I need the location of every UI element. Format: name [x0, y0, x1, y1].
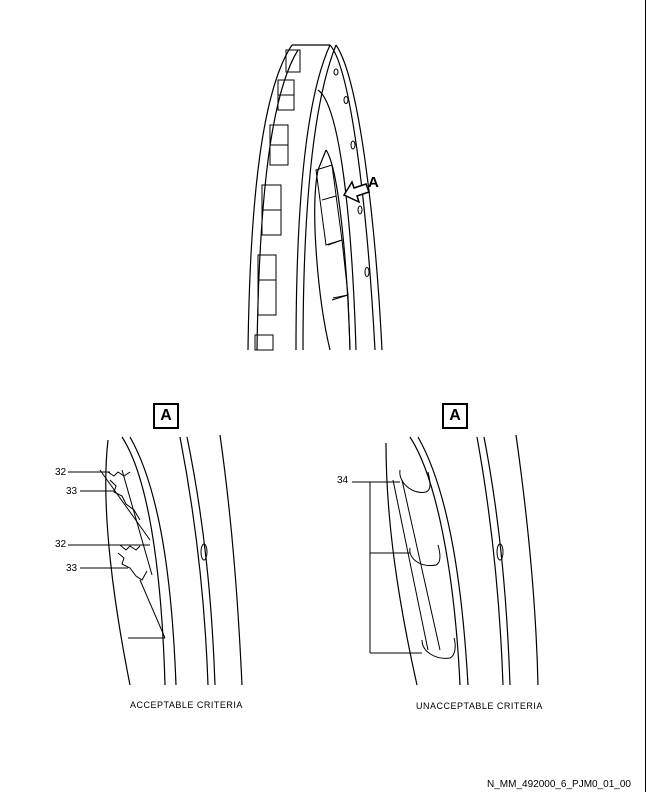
- view-tag-right: A: [442, 403, 468, 429]
- label-32-top: 32: [55, 467, 67, 478]
- label-33-bottom: 33: [66, 563, 78, 574]
- label-33-top: 33: [66, 486, 78, 497]
- figure-id: N_MM_492000_6_PJM0_01_00: [487, 779, 631, 790]
- unacceptable-caption: UNACCEPTABLE CRITERIA: [416, 701, 543, 711]
- view-tag-left: A: [153, 403, 179, 429]
- callout-letter-a: A: [368, 174, 379, 191]
- acceptable-caption: ACCEPTABLE CRITERIA: [130, 700, 243, 710]
- label-34: 34: [337, 475, 349, 486]
- page-border-right: [645, 0, 646, 792]
- label-32-bottom: 32: [55, 539, 67, 550]
